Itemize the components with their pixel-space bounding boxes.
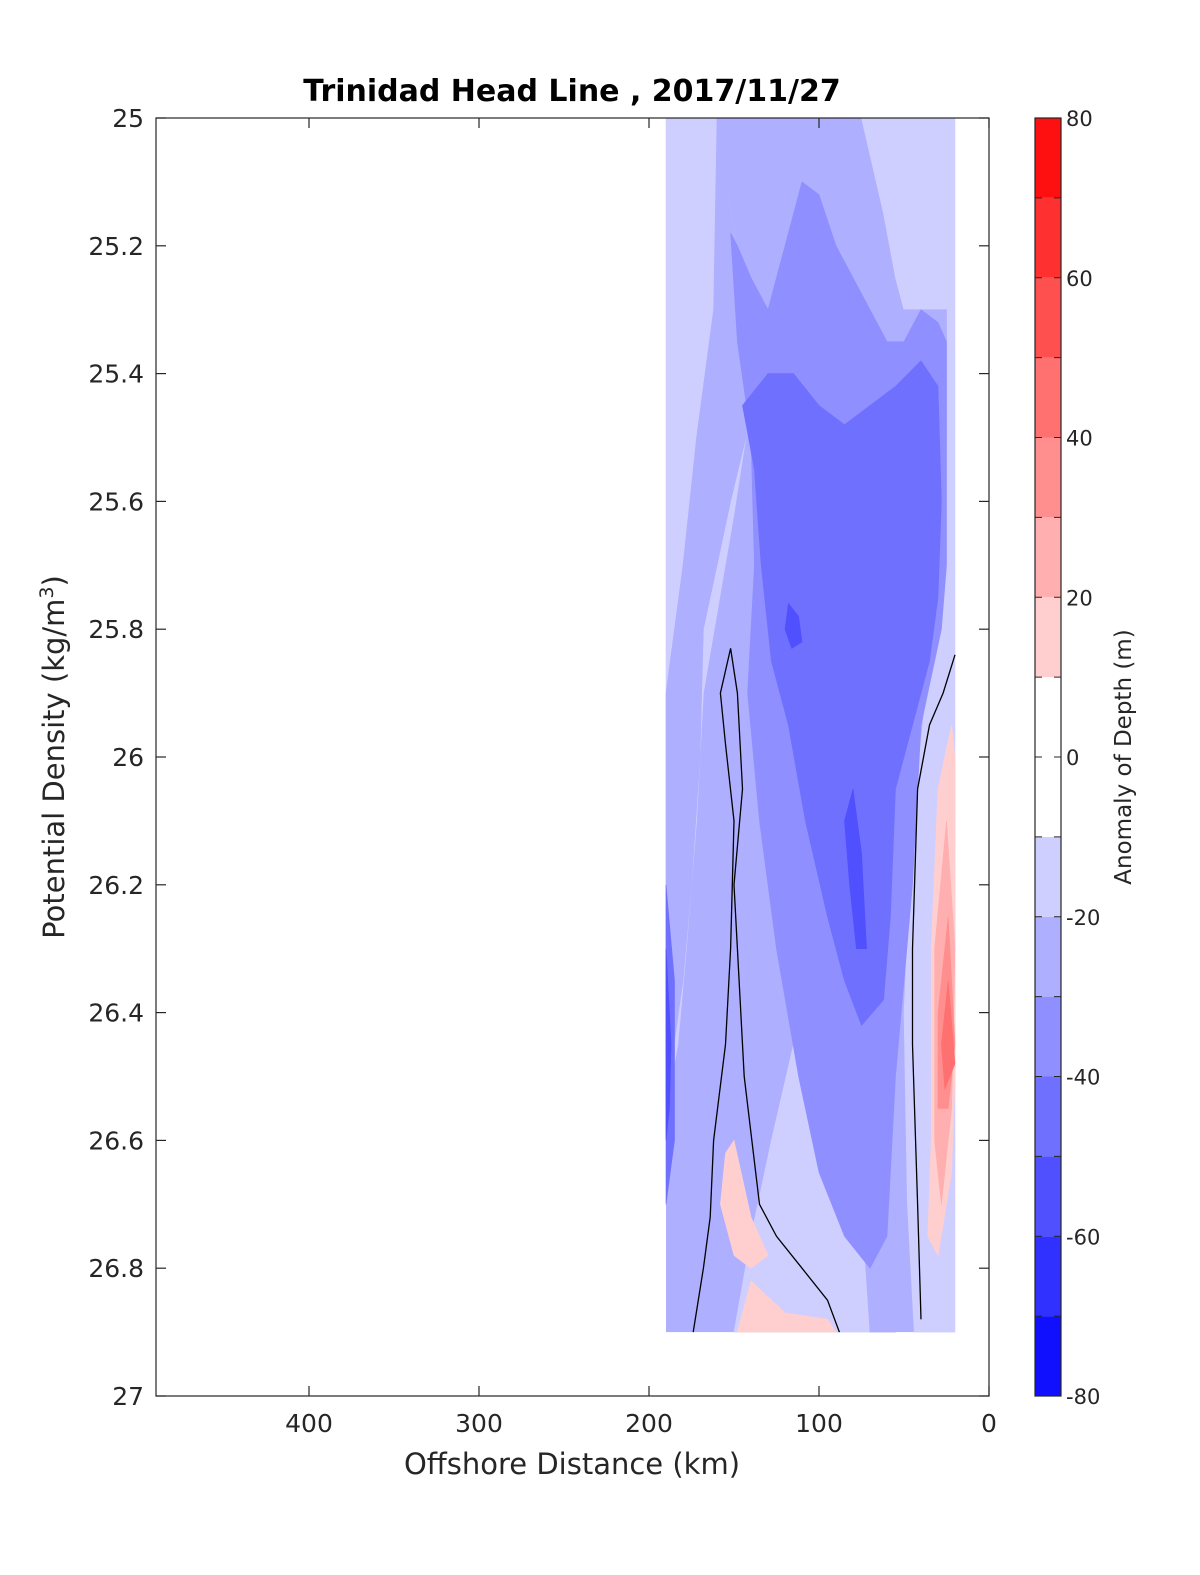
colorbar-swatch <box>1035 916 1061 997</box>
x-tick-label: 200 <box>625 1409 673 1438</box>
contour-region <box>742 360 942 1026</box>
contour-fills <box>665 117 956 1333</box>
contour-region <box>665 948 672 1141</box>
colorbar-swatch <box>1035 517 1061 598</box>
contour-region <box>720 1139 769 1269</box>
colorbar: 80 60 40 20 0 -20 -40 -60 -80 <box>1034 107 1100 1409</box>
y-tick-label: 25.4 <box>88 360 144 389</box>
colorbar-swatch <box>1035 1156 1061 1237</box>
y-axis-label: Potential Density (kg/m3) <box>36 575 71 939</box>
zero-contour-line <box>692 648 841 1333</box>
colorbar-tick-label: 0 <box>1066 746 1079 770</box>
colorbar-swatch <box>1035 1236 1061 1317</box>
colorbar-label: Anomaly of Depth (m) <box>1111 629 1137 884</box>
colorbar-tick-label: -60 <box>1066 1225 1100 1249</box>
y-axis-ticks: 25 25.2 25.4 25.6 25.8 26 26.2 26.4 26.6 26.8 27 <box>88 104 989 1411</box>
zero-contour-line <box>911 654 956 1320</box>
colorbar-swatch <box>1035 677 1061 757</box>
colorbar-swatch <box>1035 277 1061 358</box>
y-tick-label: 25 <box>112 104 144 133</box>
x-axis-ticks: 400 300 200 100 0 <box>285 118 997 1438</box>
x-tick-label: 100 <box>795 1409 843 1438</box>
colorbar-swatch <box>1035 357 1061 438</box>
colorbar-swatch <box>1035 118 1061 198</box>
zero-contour-lines <box>692 648 956 1333</box>
colorbar-swatch <box>1035 437 1061 518</box>
colorbar-swatch <box>1035 1316 1061 1396</box>
x-axis-label: Offshore Distance (km) <box>404 1447 740 1481</box>
chart-title: Trinidad Head Line , 2017/11/27 <box>303 74 840 109</box>
y-tick-label: 26.8 <box>88 1254 144 1283</box>
y-tick-label: 25.6 <box>88 487 144 516</box>
y-tick-label: 26 <box>112 743 144 772</box>
colorbar-tick-label: -80 <box>1066 1385 1100 1409</box>
colorbar-swatch <box>1035 197 1061 278</box>
y-axis-label-close: ) <box>37 575 71 586</box>
y-tick-label: 25.2 <box>88 232 144 261</box>
x-tick-label: 0 <box>981 1409 997 1438</box>
y-tick-label: 26.4 <box>88 999 144 1028</box>
contour-region <box>737 1280 837 1333</box>
colorbar-swatch <box>1035 597 1061 678</box>
y-axis-label-main: Potential Density (kg/m <box>37 599 71 939</box>
colorbar-swatches <box>1035 118 1061 1396</box>
y-tick-label: 25.8 <box>88 615 144 644</box>
colorbar-swatch <box>1035 757 1061 837</box>
colorbar-tick-label: 60 <box>1066 267 1093 291</box>
y-axis-label-superscript: 3 <box>36 586 58 598</box>
y-tick-label: 26.6 <box>88 1126 144 1155</box>
colorbar-tick-label: -20 <box>1066 906 1100 930</box>
colorbar-swatch <box>1035 1076 1061 1157</box>
colorbar-tick-label: 80 <box>1066 107 1093 131</box>
colorbar-swatch <box>1035 996 1061 1077</box>
colorbar-ticks: 80 60 40 20 0 -20 -40 -60 -80 <box>1035 107 1100 1409</box>
y-tick-label: 26.2 <box>88 871 144 900</box>
colorbar-tick-label: -40 <box>1066 1066 1100 1090</box>
plot-area: 400 300 200 100 0 25 25.2 25.4 25.6 25.8 26 26.2 26… <box>88 104 997 1438</box>
colorbar-swatch <box>1035 836 1061 917</box>
colorbar-tick-label: 20 <box>1066 586 1093 610</box>
colorbar-tick-label: 40 <box>1066 427 1093 451</box>
contour-region <box>941 980 956 1090</box>
contour-region <box>844 788 867 950</box>
y-tick-label: 27 <box>112 1382 144 1411</box>
x-tick-label: 400 <box>285 1409 333 1438</box>
contour-region <box>784 602 803 649</box>
x-tick-label: 300 <box>455 1409 503 1438</box>
